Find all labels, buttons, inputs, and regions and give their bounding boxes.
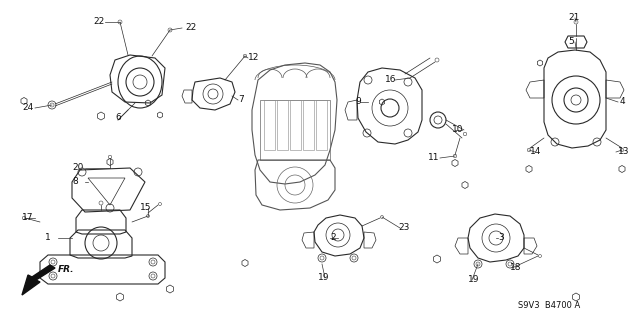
Text: 14: 14 [530,147,541,157]
Polygon shape [22,265,55,295]
Text: 9: 9 [355,98,361,107]
Text: 13: 13 [618,147,630,157]
Text: 11: 11 [428,153,440,162]
Text: 16: 16 [385,76,397,85]
Text: S9V3  B4700 A: S9V3 B4700 A [518,300,580,309]
Text: 1: 1 [45,234,51,242]
Text: 22: 22 [185,24,196,33]
Text: 6: 6 [115,114,121,122]
Text: 15: 15 [140,204,152,212]
Text: 18: 18 [510,263,522,272]
Text: 19: 19 [468,276,479,285]
Text: 8: 8 [72,177,77,187]
Text: 21: 21 [568,13,579,23]
Text: 10: 10 [452,125,463,135]
Text: 4: 4 [620,98,626,107]
Text: 7: 7 [238,95,244,105]
Text: 20: 20 [72,164,83,173]
Text: 2: 2 [330,234,335,242]
Text: 22: 22 [93,18,105,26]
Text: 5: 5 [568,38,573,47]
Text: 3: 3 [498,234,504,242]
Text: 12: 12 [248,54,259,63]
Text: 24: 24 [22,103,33,113]
Text: 23: 23 [398,224,410,233]
Text: 19: 19 [318,273,330,283]
Text: FR.: FR. [58,265,74,275]
Text: 17: 17 [22,213,33,222]
